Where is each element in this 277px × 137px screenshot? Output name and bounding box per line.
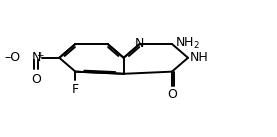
Text: O: O xyxy=(168,88,177,101)
Text: O: O xyxy=(31,73,41,86)
Text: N: N xyxy=(135,37,144,50)
Text: +: + xyxy=(36,51,43,60)
Text: N: N xyxy=(32,51,41,64)
Text: NH$_2$: NH$_2$ xyxy=(175,36,200,51)
Text: –O: –O xyxy=(4,51,20,64)
Text: F: F xyxy=(72,83,79,96)
Text: NH: NH xyxy=(190,51,209,64)
